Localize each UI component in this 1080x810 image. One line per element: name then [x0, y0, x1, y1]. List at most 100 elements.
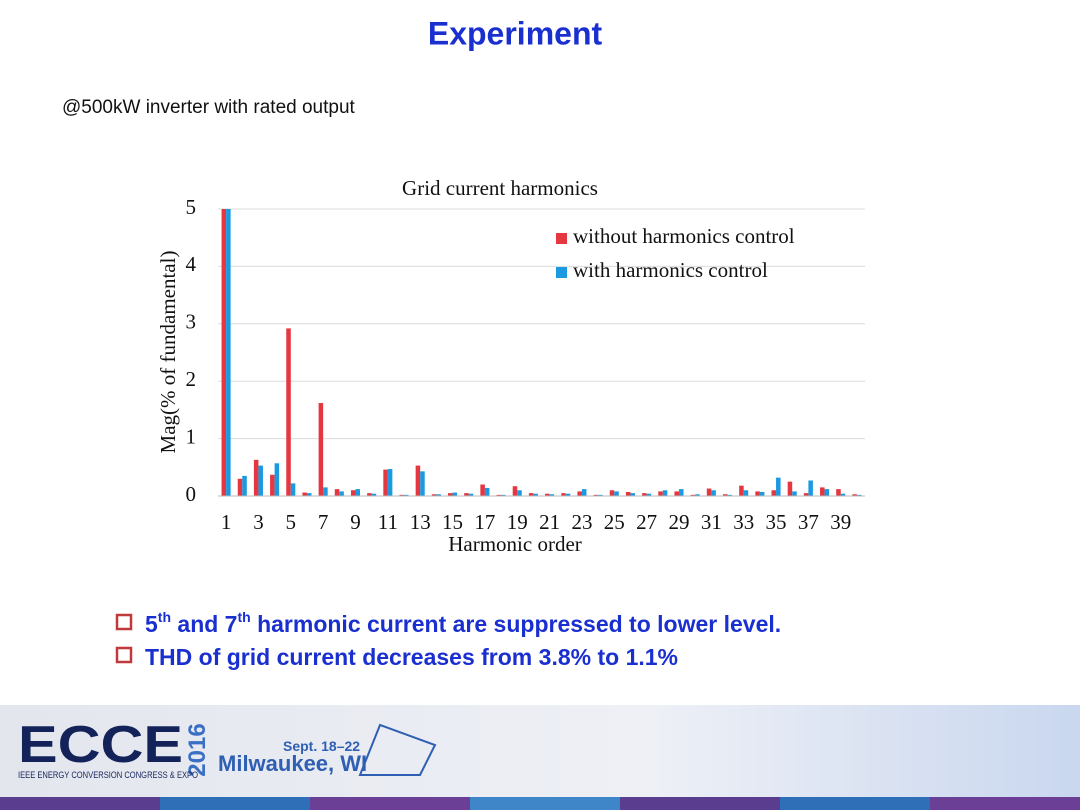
- x-tick-label: 5: [286, 510, 297, 534]
- legend-swatch: [556, 267, 567, 278]
- bar: [383, 469, 388, 496]
- bar: [824, 489, 830, 496]
- bar: [609, 490, 615, 496]
- bar: [581, 489, 587, 496]
- bar: [517, 490, 522, 496]
- footer-org: IEEE ENERGY CONVERSION CONGRESS & EXPO: [18, 770, 198, 780]
- bar: [274, 463, 280, 496]
- footer-place: Milwaukee, WI: [218, 751, 367, 776]
- x-tick-label: 19: [507, 510, 528, 534]
- x-tick-label: 37: [798, 510, 819, 534]
- bar: [759, 491, 765, 496]
- bar: [436, 494, 441, 496]
- bar: [355, 489, 361, 496]
- bar: [593, 494, 599, 496]
- bar: [820, 487, 825, 496]
- bar: [387, 469, 393, 496]
- bar: [501, 494, 506, 496]
- bar: [642, 493, 647, 496]
- x-tick-label: 31: [701, 510, 722, 534]
- x-tick-label: 17: [474, 510, 495, 534]
- bar: [496, 494, 502, 496]
- bar: [286, 328, 291, 496]
- x-tick-label: 9: [350, 510, 361, 534]
- bar: [399, 494, 405, 496]
- bar: [755, 491, 760, 496]
- y-tick-label: 2: [186, 367, 197, 391]
- y-tick-label: 3: [186, 310, 197, 334]
- y-tick-label: 5: [186, 195, 197, 219]
- x-tick-label: 33: [733, 510, 754, 534]
- bar: [722, 494, 728, 496]
- bar: [690, 494, 696, 496]
- bar: [630, 493, 635, 496]
- bar: [480, 484, 485, 496]
- bar: [776, 477, 781, 496]
- bar: [452, 492, 458, 496]
- x-tick-label: 39: [830, 510, 851, 534]
- bar: [658, 491, 663, 496]
- legend-swatch: [556, 233, 567, 244]
- chart-title: Grid current harmonics: [402, 176, 598, 200]
- x-tick-label: 1: [221, 510, 232, 534]
- bar: [226, 209, 231, 496]
- bar: [678, 489, 684, 496]
- bar: [840, 493, 846, 496]
- bar: [787, 481, 793, 496]
- x-tick-label: 23: [571, 510, 592, 534]
- bar: [646, 493, 652, 496]
- bar: [431, 494, 437, 496]
- bar: [711, 490, 716, 496]
- bar: [464, 493, 469, 496]
- bar: [237, 478, 243, 496]
- x-tick-label: 15: [442, 510, 463, 534]
- bar: [577, 491, 582, 496]
- y-tick-label: 4: [186, 252, 197, 276]
- x-tick-label: 3: [253, 510, 264, 534]
- superscript: th: [237, 609, 250, 625]
- bar: [852, 494, 857, 496]
- x-tick-label: 29: [668, 510, 689, 534]
- bar: [545, 493, 550, 496]
- bar: [334, 489, 340, 496]
- bullet-text: harmonic current are suppressed to lower…: [251, 611, 781, 637]
- bar: [367, 493, 372, 496]
- legend-label: with harmonics control: [573, 258, 768, 282]
- legend-label: without harmonics control: [573, 224, 795, 248]
- x-tick-label: 11: [378, 510, 398, 534]
- bar: [792, 491, 797, 496]
- bar: [533, 493, 538, 496]
- bar: [808, 480, 813, 496]
- footer-emblem: [358, 723, 437, 776]
- bar: [302, 492, 307, 496]
- bar: [221, 209, 227, 496]
- bar: [339, 491, 344, 496]
- bar: [771, 490, 777, 496]
- bar: [743, 490, 749, 496]
- bar: [484, 487, 490, 496]
- slide-title: Experiment: [428, 15, 603, 51]
- y-axis-label: Mag(% of fundamental): [156, 251, 180, 454]
- bar: [695, 494, 700, 496]
- footer-strip: [0, 797, 1080, 810]
- bar: [662, 490, 668, 496]
- x-tick-label: 21: [539, 510, 560, 534]
- bar: [512, 486, 518, 496]
- footer-band: [0, 705, 1080, 797]
- y-tick-label: 0: [186, 482, 197, 506]
- footer-dates: Sept. 18–22: [283, 738, 360, 754]
- x-axis-label: Harmonic order: [448, 532, 582, 556]
- bar: [614, 491, 619, 496]
- bar: [625, 491, 631, 496]
- bar: [727, 494, 733, 496]
- bar: [706, 488, 712, 496]
- bar: [318, 403, 324, 496]
- superscript: th: [158, 609, 171, 625]
- bar: [598, 494, 603, 496]
- bullet-text: 5: [145, 611, 158, 637]
- x-tick-label: 27: [636, 510, 657, 534]
- bar: [323, 487, 328, 496]
- bar: [565, 493, 571, 496]
